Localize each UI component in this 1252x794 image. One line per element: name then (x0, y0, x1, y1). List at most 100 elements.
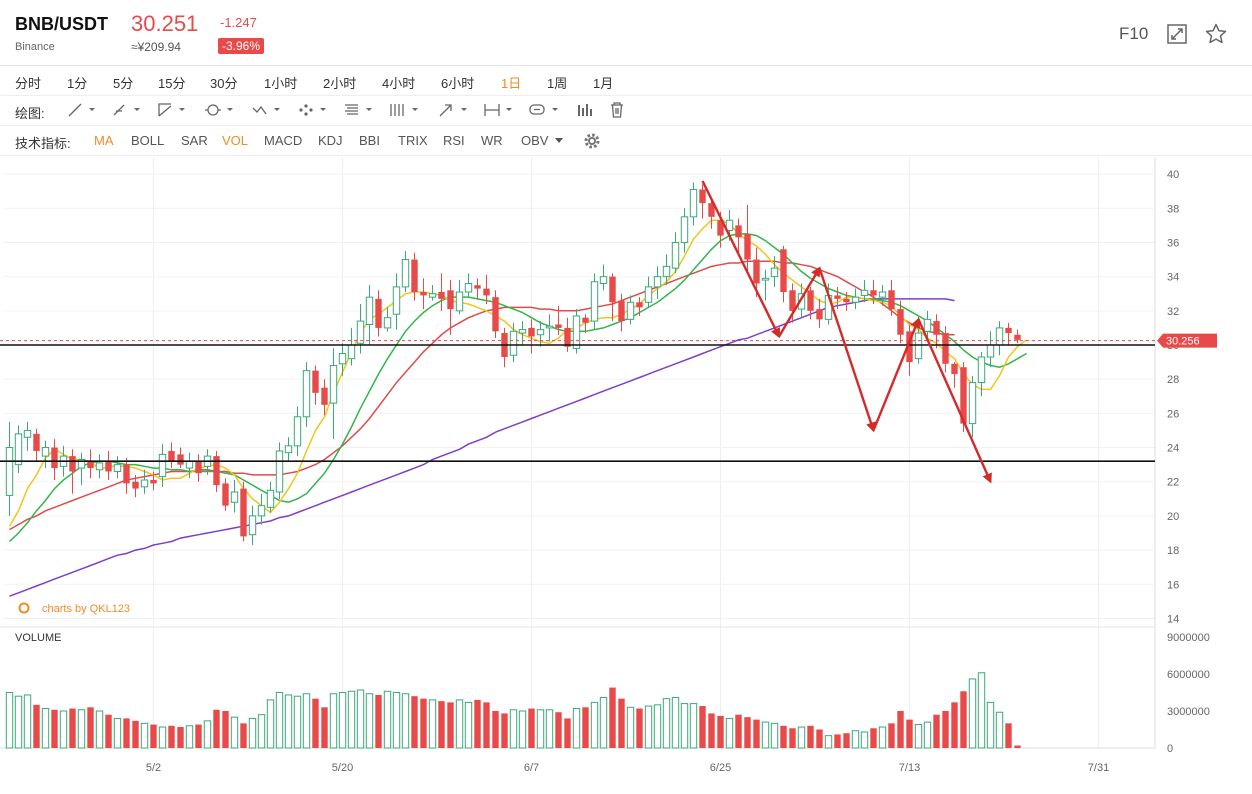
period-tab-5[interactable]: 1小时 (264, 76, 298, 91)
star-icon[interactable] (1204, 22, 1228, 46)
measure-tool-icon[interactable] (482, 100, 516, 120)
pattern-tool-icon[interactable] (296, 100, 330, 120)
x-tick-label: 6/7 (524, 762, 539, 774)
candle-body (51, 447, 58, 469)
period-tab-7[interactable]: 4小时 (382, 76, 416, 91)
channel-tool-icon[interactable] (155, 100, 189, 120)
settings-gear-icon[interactable] (583, 132, 601, 150)
fullscreen-icon[interactable] (1165, 22, 1189, 46)
candle-body (1014, 334, 1021, 340)
chart-area: 5/2 5/20 6/7 6/25 7/13 7/31 14 16 18 20 22 24 26 28 30… (0, 157, 1252, 794)
indicator-kdj[interactable]: KDJ (318, 133, 343, 148)
period-tab-8[interactable]: 6小时 (441, 76, 475, 91)
indicator-obv[interactable]: OBV (521, 133, 549, 148)
indicator-vol[interactable]: VOL (222, 133, 249, 148)
trash-icon[interactable] (607, 100, 641, 120)
candle-body (699, 189, 706, 204)
candle-body (312, 370, 319, 393)
draw-label: 绘图: (15, 106, 45, 121)
volume-bar (671, 696, 680, 749)
candle-body (851, 296, 860, 303)
f10-button[interactable]: F10 (1119, 24, 1149, 43)
candle-body (140, 479, 149, 488)
period-tab-1[interactable]: 1分 (67, 76, 88, 91)
fibonacci-tool-icon[interactable] (342, 100, 376, 120)
volume-bar (851, 730, 860, 749)
candle-body (545, 325, 554, 329)
period-tab-2[interactable]: 5分 (113, 76, 134, 91)
candle-body (158, 453, 167, 478)
indicator-rsi[interactable]: RSI (443, 133, 465, 148)
volume-bar (644, 705, 653, 749)
volume-bar (843, 733, 850, 748)
volume-bar (329, 693, 338, 749)
indicator-ma[interactable]: MA (94, 133, 114, 148)
candle-body (789, 290, 796, 311)
candle-body (555, 324, 562, 328)
period-tab-11[interactable]: 1月 (593, 76, 614, 91)
gann-tool-icon[interactable] (388, 100, 422, 120)
candle-body (662, 265, 671, 278)
indicator-macd[interactable]: MACD (264, 133, 303, 148)
period-tab-3[interactable]: 15分 (158, 76, 186, 91)
indicator-boll[interactable]: BOLL (131, 133, 165, 148)
x-tick-label: 6/25 (710, 762, 731, 774)
indicator-trix[interactable]: TRIX (398, 133, 428, 148)
candle-body (644, 286, 653, 303)
wave-tool-icon[interactable] (250, 100, 284, 120)
indicator-wr[interactable]: WR (481, 133, 503, 148)
volume-bar (356, 689, 365, 749)
y-tick-label: 40 (1167, 169, 1179, 181)
x-tick-label: 5/2 (146, 762, 161, 774)
volume-pane-label: VOLUME (15, 632, 61, 644)
candle-body (977, 356, 986, 384)
volume-bar (878, 726, 887, 749)
volume-bar (689, 703, 698, 749)
indicator-bbi[interactable]: BBI (359, 133, 380, 148)
lock-drawings-icon[interactable] (576, 100, 610, 120)
candle-body (329, 365, 338, 404)
y-tick-label: 24 (1167, 443, 1179, 455)
period-tab-4[interactable]: 30分 (210, 76, 238, 91)
volume-bar (923, 721, 932, 749)
text-note-tool-icon[interactable] (528, 100, 562, 120)
volume-bar (609, 687, 616, 748)
period-tab-0[interactable]: 分时 (15, 76, 42, 91)
candle-body (986, 344, 995, 358)
candle-body (347, 344, 356, 360)
period-tab-6[interactable]: 2小时 (323, 76, 357, 91)
volume-bar (230, 716, 239, 749)
volume-bar (518, 710, 527, 749)
candle-body (14, 433, 23, 466)
volume-bar (455, 699, 464, 749)
indicator-sar[interactable]: SAR (181, 133, 208, 148)
volume-bar (968, 678, 977, 749)
volume-bar (69, 708, 76, 748)
candle-body (797, 293, 806, 310)
volume-bar (951, 702, 958, 748)
candle-body (474, 285, 481, 289)
candle-body (464, 282, 473, 293)
y-tick-label: 14 (1167, 613, 1179, 625)
circle-tool-icon[interactable] (203, 100, 237, 120)
ma60-line (9, 298, 955, 597)
indicator-dropdown-icon[interactable] (555, 138, 563, 143)
y-tick-label: 34 (1167, 272, 1179, 284)
candle-body (375, 298, 382, 328)
candle-body (95, 462, 104, 471)
volume-bar (222, 711, 229, 748)
candle-body (33, 433, 40, 451)
candle-body (671, 241, 680, 269)
candlestick-chart[interactable]: 5/2 5/20 6/7 6/25 7/13 7/31 14 16 18 20 22 24 26 28 30… (0, 157, 1252, 794)
candle-body (41, 447, 50, 457)
arrow-tool-icon[interactable] (437, 100, 471, 120)
volume-bar (824, 735, 833, 749)
line-tool-icon[interactable] (65, 100, 99, 120)
period-tab-10[interactable]: 1周 (547, 76, 568, 91)
ray-tool-icon[interactable] (110, 100, 144, 120)
annotation-arrow (872, 317, 921, 431)
period-tab-9[interactable]: 1日 (501, 76, 522, 91)
volume-bar (636, 708, 643, 748)
volume-bar (438, 701, 445, 748)
volume-bar (1014, 745, 1021, 748)
